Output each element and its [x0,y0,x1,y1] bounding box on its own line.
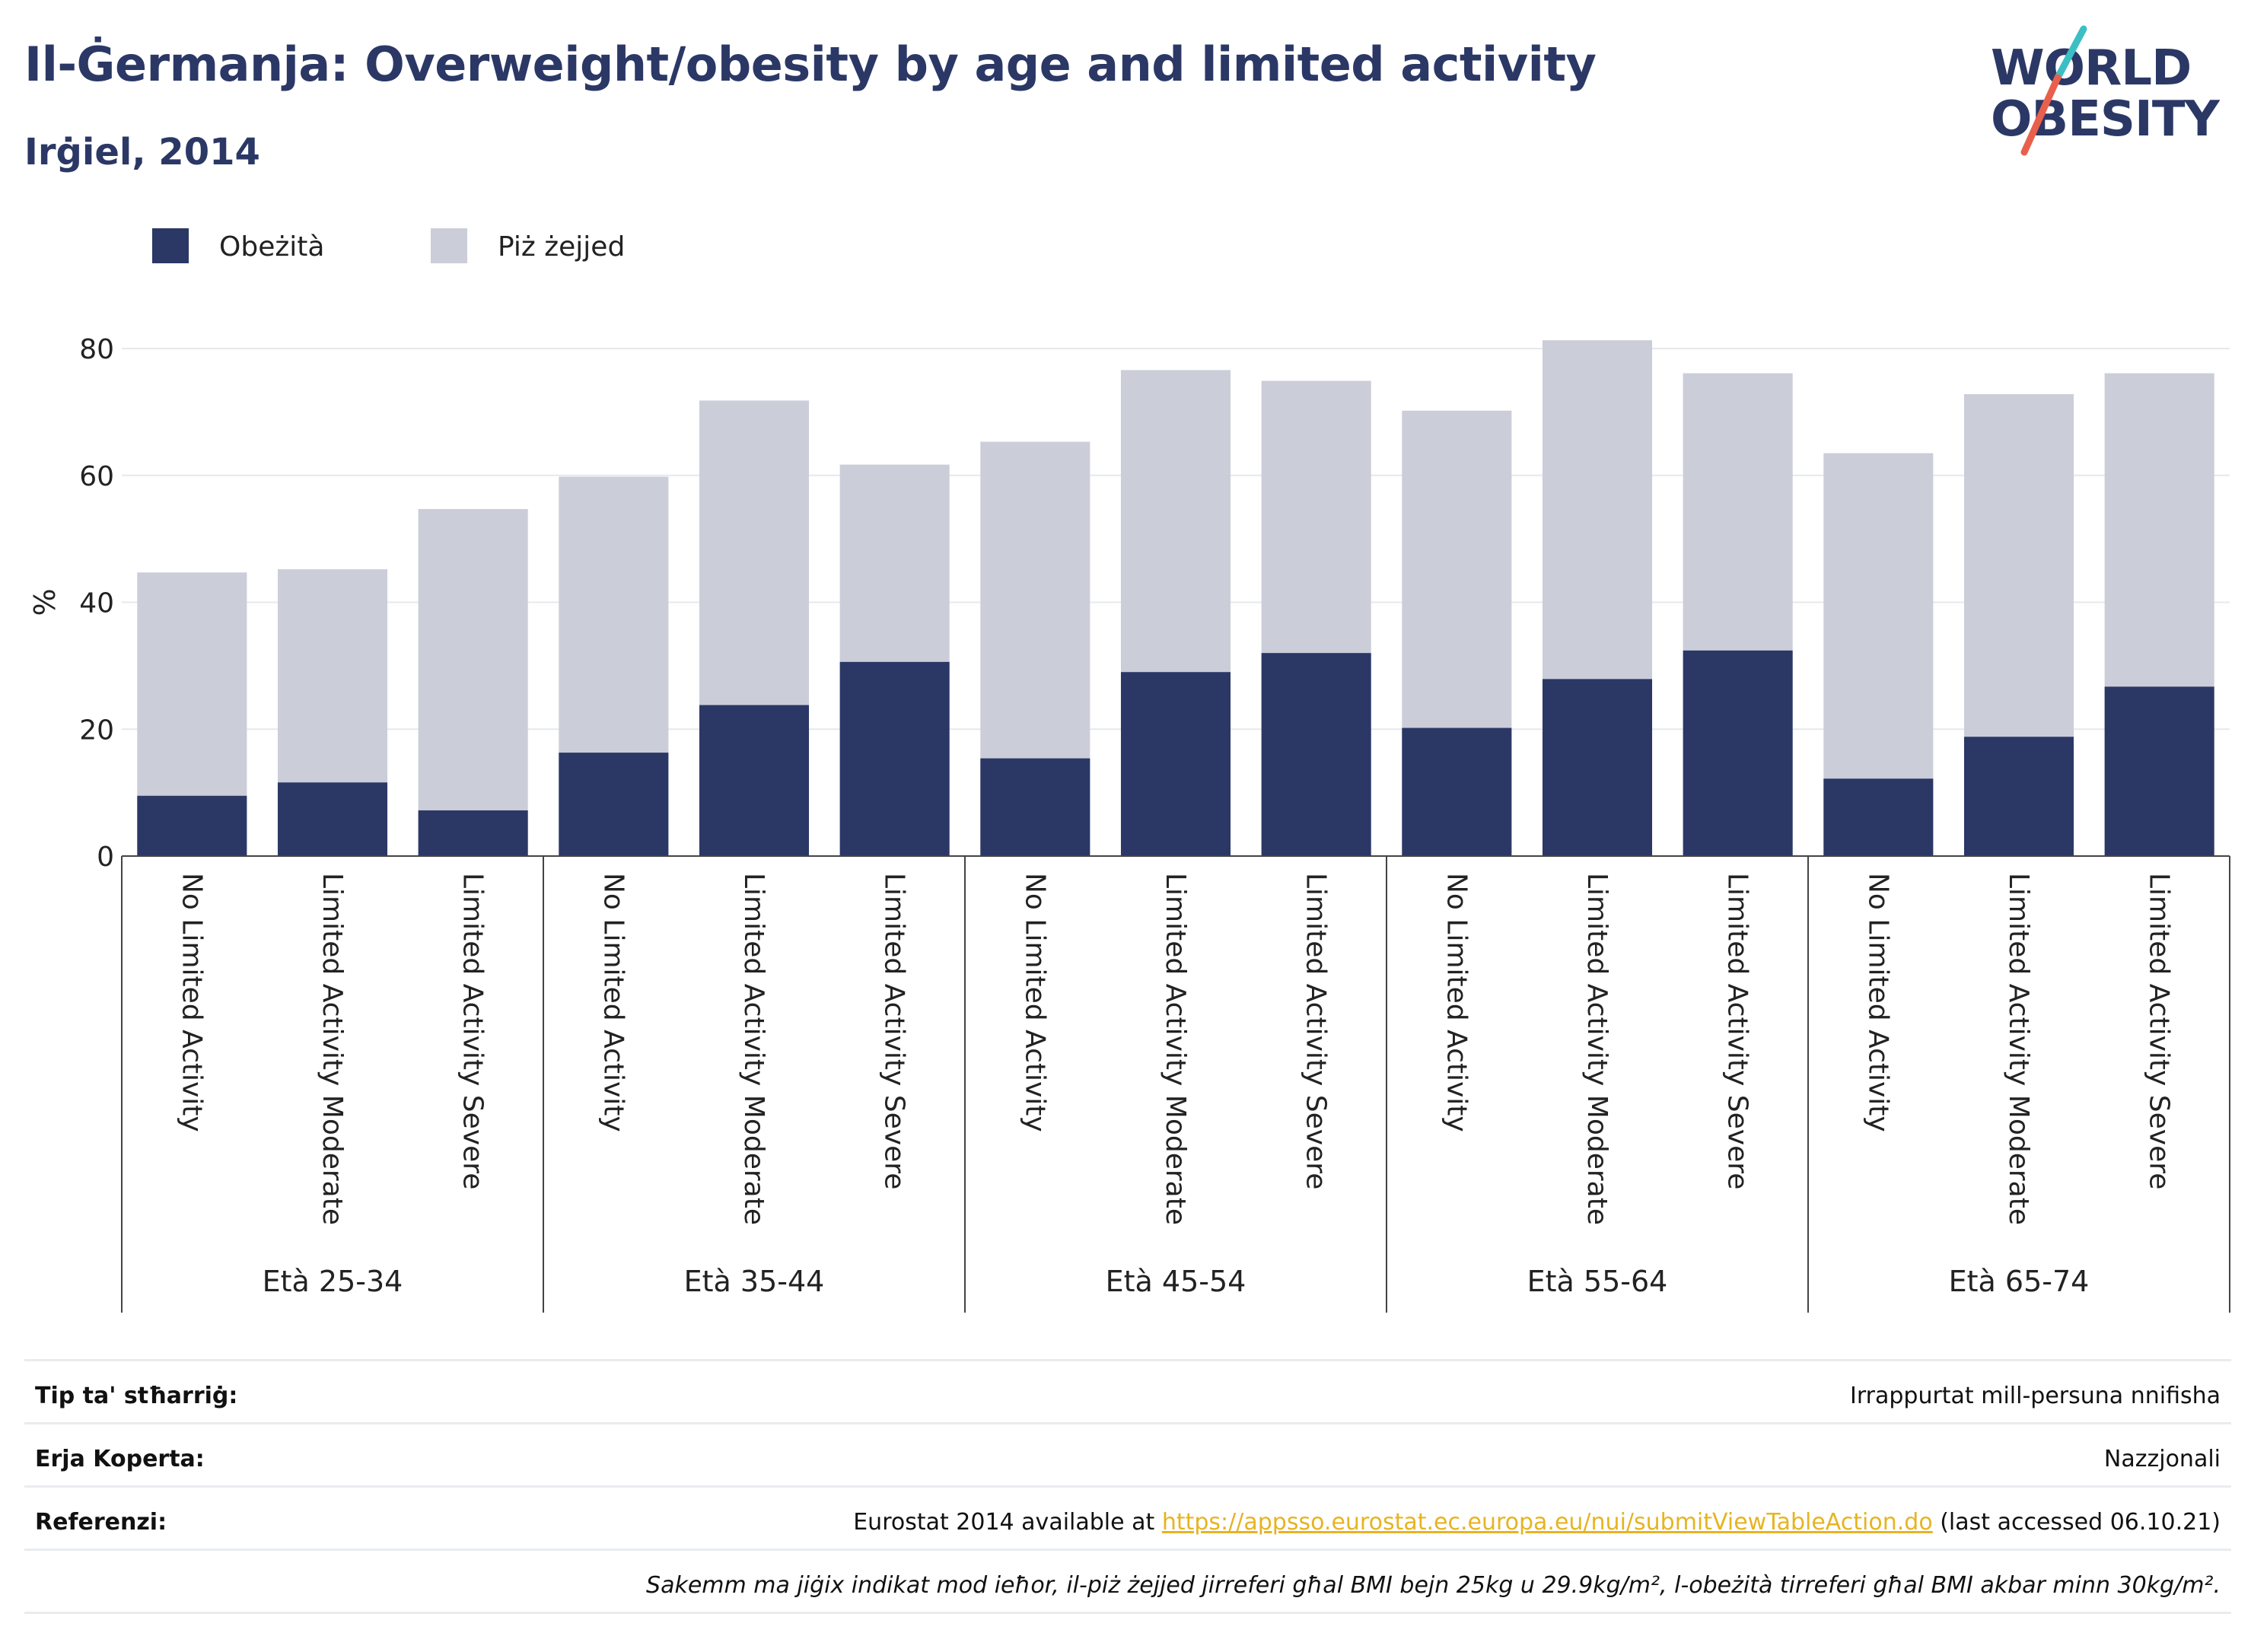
info-value: Eurostat 2014 available at https://appss… [853,1509,2221,1536]
x-tick-label: No Limited Activity [176,873,207,1132]
x-tick-label: Limited Activity Severe [1301,873,1332,1189]
bar-obesity [559,753,669,856]
bar-obesity [1402,727,1512,856]
chart-bars [137,340,2214,856]
info-bottom-divider [24,1612,2231,1614]
bar-obesity [1120,672,1231,856]
chart-title: Il-Ġermanja: Overweight/obesity by age a… [24,37,1597,92]
info-area-covered: Erja Koperta: Nazzjonali [24,1422,2231,1487]
y-tick-label: 80 [79,334,114,365]
x-tick-label: Limited Activity Severe [2144,873,2175,1189]
info-label: Erja Koperta: [35,1446,205,1472]
bar-obesity [2104,686,2214,856]
bar-obesity [699,705,810,856]
bar-chart: Obeżità Piż żejjed 0 20 40 60 80% No Limited A… [28,228,2230,1313]
x-tick-label: Limited Activity Moderate [1581,873,1613,1225]
x-tick-label: Limited Activity Severe [879,873,910,1189]
bar-obesity [277,782,388,856]
info-note: Sakemm ma jiġix indikat mod ieħor, il-pi… [646,1572,2221,1599]
logo-line-1: WORLD [1991,40,2192,97]
x-tick-label: Limited Activity Severe [1722,873,1753,1189]
world-obesity-logo[interactable]: WORLD OBESITY [1979,23,2237,160]
chart-axes: 0 20 40 60 80% No Limited Activity Limited Act… [28,334,2230,1313]
y-tick-label: 40 [79,588,114,619]
y-tick-label: 60 [79,461,114,492]
info-label: Tip ta' stħarriġ: [35,1383,238,1409]
bar-obesity [418,810,528,856]
info-value: Nazzjonali [2103,1446,2221,1472]
legend-swatch [431,228,467,263]
bar-obesity [137,795,247,856]
x-tick-label: Limited Activity Severe [457,873,489,1189]
y-tick-label: 0 [97,842,114,873]
info-label: Referenzi: [35,1509,167,1536]
group-label: Età 25-34 [263,1265,403,1298]
bar-obesity [1823,778,1934,856]
bar-obesity [839,661,950,856]
logo-slash-icon [2020,25,2087,156]
group-label: Età 35-44 [684,1265,825,1298]
bar-obesity [980,758,1090,856]
legend-label: Obeżità [219,231,324,263]
reference-link[interactable]: https://appsso.eurostat.ec.europa.eu/nui… [1161,1509,1933,1536]
bar-obesity [1542,679,1653,856]
x-tick-label: Limited Activity Moderate [738,873,769,1225]
info-note-row: Sakemm ma jiġix indikat mod ieħor, il-pi… [24,1549,2231,1613]
x-tick-label: Limited Activity Moderate [317,873,348,1225]
x-tick-label: No Limited Activity [1862,873,1893,1132]
x-tick-label: No Limited Activity [597,873,629,1132]
info-value: Irrappurtat mill-persuna nnifisha [1849,1383,2221,1409]
y-axis-label: % [28,588,62,616]
info-survey-type: Tip ta' stħarriġ: Irrappurtat mill-persu… [24,1359,2231,1424]
legend-swatch [152,228,189,263]
bar-obesity [1261,653,1371,856]
x-tick-label: No Limited Activity [1441,873,1472,1132]
chart-legend: Obeżità Piż żejjed [152,228,625,263]
y-tick-label: 20 [79,715,114,746]
bar-obesity [1963,737,2074,856]
chart-subtitle: Irġiel, 2014 [24,131,260,173]
legend-label: Piż żejjed [498,231,625,263]
x-tick-label: Limited Activity Moderate [2003,873,2034,1225]
group-label: Età 55-64 [1527,1265,1668,1298]
reference-suffix: (last accessed 06.10.21) [1932,1509,2221,1536]
group-label: Età 45-54 [1106,1265,1246,1298]
x-tick-label: Limited Activity Moderate [1160,873,1191,1225]
x-tick-label: No Limited Activity [1019,873,1050,1132]
group-label: Età 65-74 [1949,1265,2090,1298]
reference-prefix: Eurostat 2014 available at [853,1509,1162,1536]
bar-overweight [418,508,528,856]
bar-obesity [1683,650,1793,856]
info-references: Referenzi: Eurostat 2014 available at ht… [24,1485,2231,1550]
